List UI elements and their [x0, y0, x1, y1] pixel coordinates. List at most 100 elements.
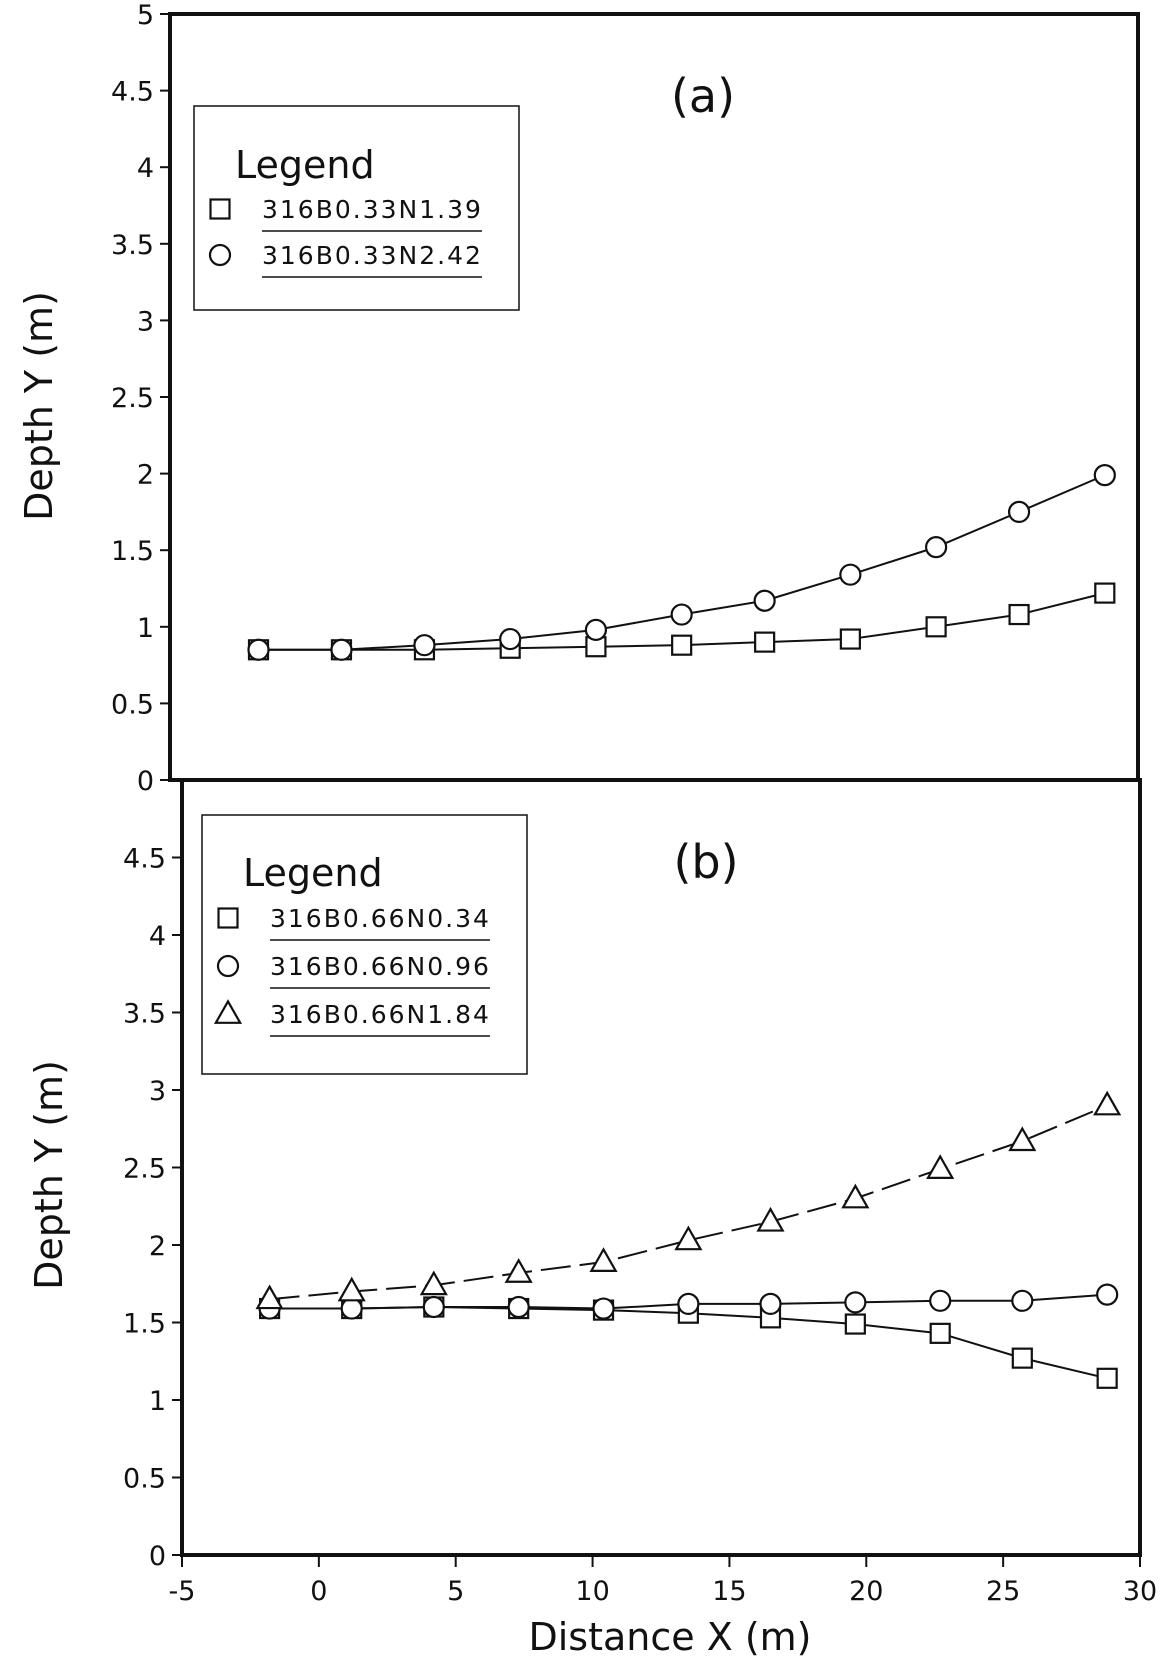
data-point-series-2 [1096, 1283, 1119, 1306]
data-point-series-2 [925, 536, 948, 559]
panel-b-legend-title: Legend [243, 851, 383, 895]
y-tick-label: 5 [137, 0, 154, 31]
x-tick-label: 10 [575, 1576, 609, 1607]
y-tick-label: 3 [137, 306, 154, 337]
panel-a-y-axis-title: Depth Y (m) [17, 291, 61, 521]
y-tick-label: 0 [137, 766, 154, 797]
data-point-series-3 [841, 1183, 870, 1209]
data-point-series-2 [1007, 500, 1031, 523]
y-tick-label: 4 [137, 153, 154, 184]
panel-a-y-ticks: 0 0.5 1 1.5 2 2.5 3 3.5 4 4.5 5 [111, 0, 170, 797]
y-tick-label: 1 [137, 613, 154, 644]
data-point-series-3 [589, 1247, 618, 1272]
data-point-series-2 [507, 1295, 530, 1319]
data-point-series-2 [839, 563, 862, 586]
data-point-series-3 [1093, 1090, 1122, 1116]
x-tick-label: 0 [310, 1576, 327, 1607]
panel-b-x-axis-title: Distance X (m) [528, 1615, 811, 1659]
data-point-series-1 [925, 616, 947, 638]
data-point-series-1 [839, 628, 861, 650]
data-point-series-1 [671, 634, 693, 656]
y-tick-label: 4.5 [123, 844, 166, 875]
data-point-series-2 [759, 1292, 782, 1316]
legend-entry-3: 316B0.66N1.84 [270, 1000, 491, 1029]
data-point-series-2 [1093, 464, 1116, 487]
y-tick-label: 2 [149, 1231, 166, 1262]
data-point-series-1 [929, 1322, 951, 1344]
data-point-series-2 [330, 638, 353, 661]
data-point-series-2 [844, 1291, 867, 1314]
y-tick-label: 3.5 [111, 230, 154, 261]
data-point-series-2 [413, 634, 436, 657]
y-tick-label: 1.5 [123, 1309, 166, 1340]
panel-a-legend: Legend 316B0.33N1.39 316B0.33N2.42 [193, 105, 520, 311]
y-tick-label: 2.5 [111, 383, 154, 414]
data-point-series-1 [1011, 1347, 1033, 1369]
data-point-series-2 [753, 589, 776, 612]
data-point-series-3 [1008, 1126, 1037, 1152]
data-point-series-1 [1096, 1367, 1118, 1389]
y-tick-label: 1 [149, 1386, 166, 1417]
panel-b-x-ticks: -5 0 5 10 15 20 25 30 [169, 1555, 1157, 1607]
panel-b-legend-box [201, 814, 528, 1075]
y-tick-label: 0.5 [123, 1464, 166, 1495]
data-point-series-1 [754, 631, 776, 653]
y-tick-label: 0 [149, 1541, 166, 1572]
data-point-series-1 [1094, 582, 1116, 604]
data-point-series-3 [504, 1258, 533, 1283]
y-tick-label: 1.5 [111, 536, 154, 567]
data-point-series-2 [929, 1289, 952, 1312]
data-point-series-1 [844, 1313, 866, 1335]
y-tick-label: 0.5 [111, 689, 154, 720]
data-point-series-2 [340, 1297, 363, 1320]
y-tick-label: 4 [149, 921, 166, 952]
x-tick-label: 30 [1123, 1576, 1157, 1607]
x-tick-label: 20 [849, 1576, 883, 1607]
x-tick-label: 25 [986, 1576, 1020, 1607]
y-tick-label: 3 [149, 1076, 166, 1107]
x-tick-label: 5 [447, 1576, 464, 1607]
x-tick-label: 15 [712, 1576, 746, 1607]
panel-b: 00.511.522.533.544.5 -5 0 5 10 15 20 25 30 (b) … [27, 778, 1157, 1659]
data-point-series-2 [422, 1295, 445, 1319]
panel-a-data [247, 464, 1116, 661]
panel-b-legend: Legend 316B0.66N0.34 316B0.66N0.96 316B0.6… [201, 814, 528, 1075]
legend-entry-1: 316B0.33N1.39 [262, 195, 483, 224]
legend-entry-2: 316B0.66N0.96 [270, 952, 491, 981]
data-point-series-1 [1008, 603, 1030, 626]
data-point-series-2 [670, 603, 693, 626]
data-point-series-3 [419, 1270, 448, 1296]
panel-b-y-axis-title: Depth Y (m) [27, 1060, 71, 1290]
panel-a: 0 0.5 1 1.5 2 2.5 3 3.5 4 4.5 5 (a) Depth Y (m) Le… [17, 0, 1140, 797]
panel-a-label: (a) [671, 69, 735, 123]
series-line-3 [269, 1104, 1108, 1301]
panel-b-data [255, 1090, 1122, 1389]
legend-entry-1: 316B0.66N0.34 [270, 904, 491, 933]
x-tick-label: -5 [169, 1576, 196, 1607]
y-tick-label: 2 [137, 460, 154, 491]
panel-a-legend-title: Legend [235, 143, 375, 187]
legend-marker-1 [209, 198, 231, 220]
data-point-series-2 [592, 1297, 615, 1320]
data-point-series-3 [926, 1154, 955, 1179]
panel-b-label: (b) [673, 835, 738, 889]
legend-marker-2 [208, 243, 232, 267]
panel-a-legend-box [193, 105, 520, 311]
data-point-series-3 [337, 1276, 366, 1302]
data-point-series-2 [677, 1292, 700, 1316]
y-tick-label: 2.5 [123, 1154, 166, 1185]
data-point-series-3 [255, 1284, 284, 1310]
y-tick-label: 4.5 [111, 77, 154, 108]
legend-marker-1 [217, 907, 239, 929]
data-point-series-2 [499, 627, 522, 651]
legend-marker-3 [213, 999, 243, 1024]
data-point-series-3 [756, 1206, 785, 1232]
legend-marker-2 [216, 954, 240, 978]
data-point-series-2 [247, 638, 270, 661]
legend-entry-2: 316B0.33N2.42 [262, 241, 483, 270]
y-tick-label: 3.5 [123, 999, 166, 1030]
data-point-series-2 [584, 618, 608, 641]
panel-b-y-ticks: 0 0.5 1 1.5 2 2.5 3 3.5 4 4.5 [123, 844, 182, 1572]
data-point-series-2 [1011, 1289, 1034, 1312]
